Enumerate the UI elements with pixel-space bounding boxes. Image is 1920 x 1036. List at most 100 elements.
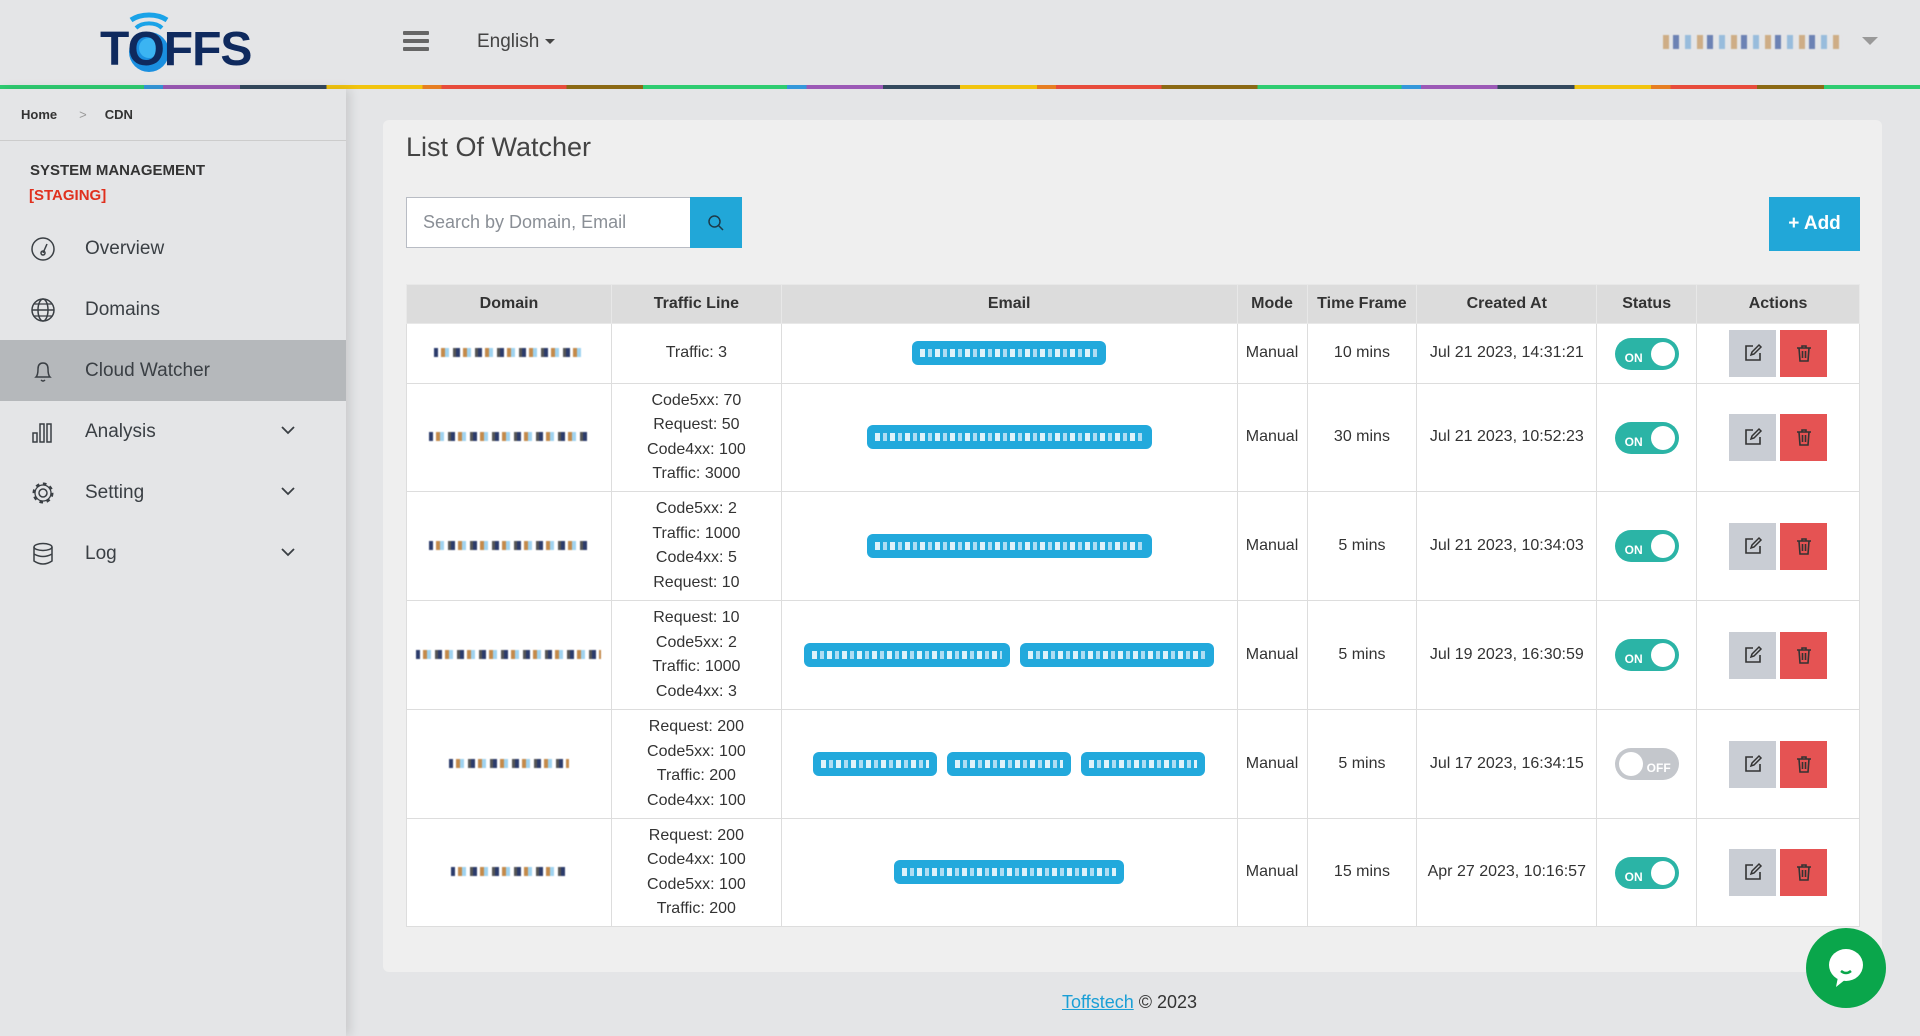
footer: Toffstech © 2023	[1062, 992, 1197, 1013]
status-cell: ON	[1596, 818, 1698, 927]
traffic-line: Traffic: 1000	[652, 658, 741, 675]
search-button[interactable]	[690, 197, 742, 248]
email-chip-redacted	[866, 533, 1152, 558]
chevron-down-icon[interactable]	[281, 423, 295, 437]
status-label: ON	[1624, 434, 1643, 449]
domain-redacted	[448, 758, 569, 768]
add-watcher-button[interactable]: + Add	[1769, 197, 1860, 251]
edit-icon	[1744, 754, 1762, 772]
delete-button[interactable]	[1780, 849, 1828, 896]
status-toggle[interactable]: OFF	[1614, 748, 1679, 780]
table-row: Code5xx: 70 Request: 50 Code4xx: 100 Traffi…	[406, 383, 1860, 492]
email-cell	[780, 818, 1238, 927]
edit-button[interactable]	[1729, 330, 1777, 377]
mode-cell: Manual	[1236, 323, 1308, 384]
watcher-table: Domain Traffic Line Email Mode Time Frame Cre…	[406, 284, 1860, 927]
user-name-redacted[interactable]	[1663, 35, 1843, 49]
traffic-line: Code4xx: 100	[647, 791, 746, 809]
traffic-line-cell: Code5xx: 70 Request: 50 Code4xx: 100 Traffi…	[610, 383, 782, 492]
edit-button[interactable]	[1729, 849, 1777, 896]
domain-cell	[406, 709, 612, 819]
chevron-down-icon[interactable]	[281, 484, 295, 498]
sidebar-item-analysis[interactable]: Analysis	[0, 401, 346, 462]
status-toggle[interactable]: ON	[1614, 856, 1679, 889]
search-input[interactable]	[407, 198, 690, 247]
edit-button[interactable]	[1729, 522, 1777, 570]
breadcrumb-home[interactable]: Home	[21, 107, 58, 122]
traffic-line: Code4xx: 5	[655, 549, 737, 566]
table-row: Request: 200 Code4xx: 100 Code5xx: 100 Traf…	[406, 818, 1860, 927]
traffic-line: Request: 200	[648, 718, 744, 735]
traffic-line-cell: Request: 200 Code5xx: 100 Traffic: 200 Code…	[610, 709, 782, 819]
actions-cell	[1696, 491, 1860, 601]
sidebar-item-log[interactable]: Log	[0, 523, 346, 584]
search-icon	[708, 214, 724, 231]
search-bar	[406, 197, 742, 248]
delete-button[interactable]	[1780, 414, 1828, 461]
time-frame-cell: 15 mins	[1306, 818, 1418, 927]
edit-icon	[1744, 862, 1762, 880]
delete-button[interactable]	[1780, 330, 1828, 377]
edit-button[interactable]	[1729, 631, 1777, 679]
status-toggle[interactable]: ON	[1614, 337, 1679, 370]
traffic-line: Traffic: 3	[665, 344, 728, 362]
sidebar: Home > CDN SYSTEM MANAGEMENT [STAGING] O…	[0, 89, 346, 1036]
traffic-line-cell: Request: 10 Code5xx: 2 Traffic: 1000 Code4x…	[610, 600, 782, 710]
domain-cell	[406, 818, 612, 927]
sidebar-item-cloud-watcher[interactable]: Cloud Watcher	[0, 340, 346, 401]
edit-button[interactable]	[1729, 740, 1777, 788]
sidebar-item-setting[interactable]: Setting	[0, 462, 346, 523]
time-frame-cell: 10 mins	[1306, 323, 1418, 384]
mode-cell: Manual	[1236, 383, 1308, 492]
domain-redacted	[428, 540, 589, 550]
traffic-line: Request: 200	[648, 826, 744, 844]
table-row: Traffic: 3 Manual 10 mins Jul 21 2023, 1…	[406, 323, 1860, 384]
sidebar-item-label: Cloud Watcher	[85, 359, 210, 381]
mode-cell: Manual	[1236, 818, 1308, 927]
status-toggle[interactable]: ON	[1614, 639, 1679, 671]
traffic-line-cell: Traffic: 3	[610, 323, 782, 384]
domain-cell	[406, 323, 612, 384]
delete-button[interactable]	[1780, 740, 1828, 788]
environment-badge: [STAGING]	[29, 187, 107, 204]
email-chip-redacted	[866, 425, 1152, 450]
traffic-line: Code4xx: 100	[647, 440, 746, 458]
breadcrumb: Home > CDN	[0, 89, 346, 141]
chevron-down-icon[interactable]	[281, 545, 295, 559]
sidebar-item-label: Setting	[85, 481, 145, 503]
delete-button[interactable]	[1780, 631, 1828, 679]
column-header-mode: Mode	[1236, 284, 1308, 324]
mode-cell: Manual	[1236, 709, 1308, 819]
toffstech-link[interactable]: Toffstech	[1062, 992, 1134, 1012]
delete-button[interactable]	[1780, 522, 1828, 570]
language-dropdown[interactable]: English	[477, 31, 555, 53]
sidebar-item-overview[interactable]: Overview	[0, 218, 346, 279]
status-label: ON	[1624, 543, 1643, 557]
sidebar-item-domains[interactable]: Domains	[0, 279, 346, 340]
email-chip-redacted	[804, 642, 1011, 667]
database-icon	[33, 542, 53, 565]
toffs-logo[interactable]: TOFFS	[100, 6, 270, 80]
actions-cell	[1696, 818, 1860, 927]
status-toggle[interactable]: ON	[1614, 421, 1679, 454]
traffic-line: Code4xx: 100	[647, 851, 746, 868]
status-label: ON	[1624, 869, 1643, 884]
email-chip-redacted	[947, 751, 1072, 776]
traffic-line: Request: 50	[653, 416, 740, 433]
email-chip-redacted	[912, 341, 1107, 366]
column-header-traffic-line: Traffic Line	[610, 284, 782, 324]
top-header: TOFFS English	[0, 0, 1920, 86]
column-header-status: Status	[1596, 284, 1698, 324]
sidebar-item-label: Log	[85, 542, 117, 564]
status-toggle[interactable]: ON	[1614, 530, 1679, 562]
edit-button[interactable]	[1729, 414, 1777, 461]
traffic-line: Code5xx: 2	[655, 633, 737, 651]
menu-toggle-icon[interactable]	[403, 31, 429, 53]
created-at-cell: Jul 17 2023, 16:34:15	[1416, 709, 1598, 819]
breadcrumb-separator-icon: >	[79, 107, 87, 122]
user-menu-caret-icon[interactable]	[1862, 37, 1878, 45]
chat-button[interactable]	[1806, 928, 1886, 1008]
toggle-knob	[1650, 860, 1675, 885]
edit-icon	[1744, 536, 1762, 554]
bar-chart-icon	[32, 422, 52, 443]
